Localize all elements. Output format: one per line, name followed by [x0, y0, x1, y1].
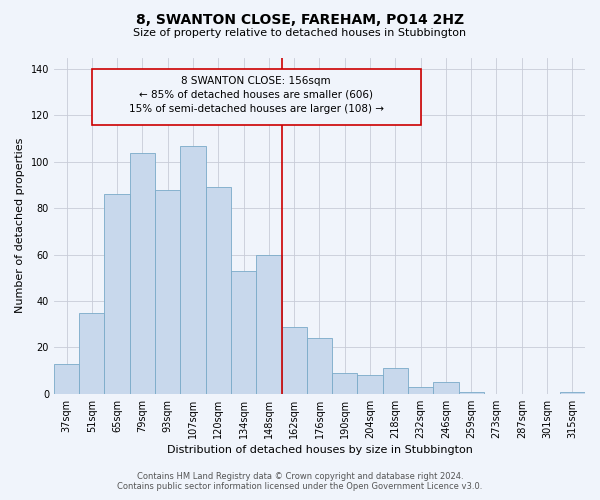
Bar — [231, 271, 256, 394]
Bar — [458, 392, 484, 394]
Text: 8, SWANTON CLOSE, FAREHAM, PO14 2HZ: 8, SWANTON CLOSE, FAREHAM, PO14 2HZ — [136, 12, 464, 26]
FancyBboxPatch shape — [92, 69, 421, 125]
Bar — [332, 373, 358, 394]
Y-axis label: Number of detached properties: Number of detached properties — [15, 138, 25, 314]
Bar — [307, 338, 332, 394]
Bar — [433, 382, 458, 394]
Bar — [560, 392, 585, 394]
Bar — [54, 364, 79, 394]
Bar — [408, 387, 433, 394]
Text: Size of property relative to detached houses in Stubbington: Size of property relative to detached ho… — [133, 28, 467, 38]
Bar — [281, 326, 307, 394]
Bar — [181, 146, 206, 394]
Text: Contains HM Land Registry data © Crown copyright and database right 2024.
Contai: Contains HM Land Registry data © Crown c… — [118, 472, 482, 491]
Bar — [358, 376, 383, 394]
Bar — [256, 254, 281, 394]
Bar — [130, 152, 155, 394]
Bar — [79, 312, 104, 394]
Text: 8 SWANTON CLOSE: 156sqm
← 85% of detached houses are smaller (606)
15% of semi-d: 8 SWANTON CLOSE: 156sqm ← 85% of detache… — [129, 76, 384, 114]
Bar — [383, 368, 408, 394]
Bar — [104, 194, 130, 394]
Bar — [206, 188, 231, 394]
X-axis label: Distribution of detached houses by size in Stubbington: Distribution of detached houses by size … — [167, 445, 472, 455]
Bar — [155, 190, 181, 394]
